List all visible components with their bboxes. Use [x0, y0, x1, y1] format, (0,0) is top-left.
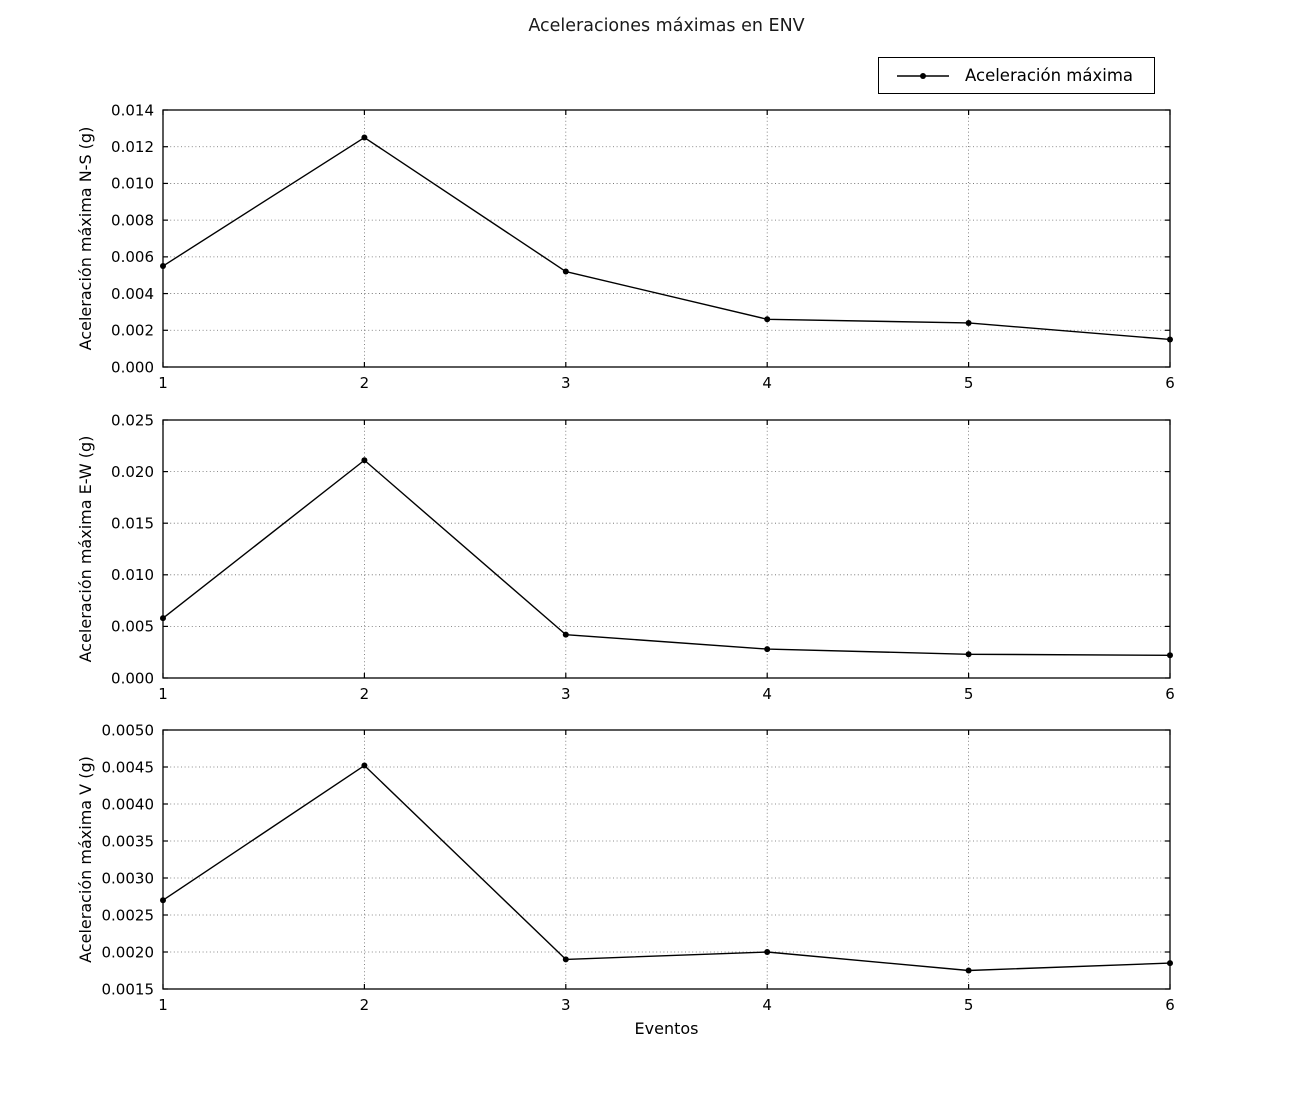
- y-tick-label: 0.0030: [102, 869, 155, 887]
- y-tick-label: 0.0020: [102, 943, 155, 961]
- axes-frame: [162, 729, 1171, 990]
- y-axis-label: Aceleración máxima E-W (g): [76, 436, 95, 663]
- y-tick-label: 0.004: [111, 285, 154, 303]
- y-tick-label: 0.0025: [102, 906, 155, 924]
- data-point-marker: [361, 134, 368, 141]
- x-tick-label: 6: [1165, 996, 1175, 1014]
- subplot-2: 0.000 0.005 0.010 0.015 0.020 0.025 1 2 3 4 5 6 Acel…: [76, 411, 1175, 703]
- y-tick-label: 0.020: [111, 463, 154, 481]
- y-tick-label: 0.006: [111, 248, 154, 266]
- data-point-marker: [965, 319, 972, 326]
- y-tick-label: 0.0045: [102, 758, 155, 776]
- y-tick-label: 0.002: [111, 322, 154, 340]
- legend-sample-marker-dot: [920, 72, 926, 79]
- x-tick-label: 2: [360, 374, 370, 392]
- subplot-3: 0.0015 0.0020 0.0025 0.0030 0.0035 0.0040 0.00…: [76, 721, 1175, 1014]
- figure-title: Aceleraciones máximas en ENV: [528, 16, 805, 36]
- y-tick-label: 0.005: [111, 618, 154, 636]
- y-tick-label: 0.0040: [102, 795, 155, 813]
- x-tick-label: 1: [158, 374, 168, 392]
- data-point-marker: [562, 956, 569, 963]
- data-point-marker: [1167, 652, 1173, 659]
- y-tick-label: 0.025: [111, 411, 154, 429]
- x-tick-label: 1: [158, 996, 168, 1014]
- y-tick-label: 0.012: [111, 138, 154, 156]
- y-tick-label: 0.0015: [102, 980, 155, 998]
- subplot-1: 0.000 0.002 0.004 0.006 0.008 0.010 0.012 0.014…: [76, 101, 1175, 392]
- data-point-marker: [361, 457, 368, 464]
- x-axis-label: Eventos: [634, 1019, 699, 1038]
- y-tick-label: 0.000: [111, 669, 154, 687]
- x-tick-label: 4: [762, 374, 772, 392]
- data-point-marker: [160, 897, 166, 904]
- data-point-marker: [764, 949, 771, 955]
- data-point-marker: [160, 615, 166, 622]
- x-tick-label: 6: [1165, 685, 1175, 703]
- series-line: [162, 764, 1171, 972]
- x-tick-label: 6: [1165, 374, 1175, 392]
- x-tick-label: 1: [158, 685, 168, 703]
- data-point-marker: [1167, 960, 1173, 967]
- y-tick-label: 0.014: [111, 101, 154, 119]
- x-tick-label: 5: [964, 374, 974, 392]
- x-tick-label: 2: [360, 685, 370, 703]
- legend: Aceleración máxima: [878, 57, 1155, 94]
- y-tick-label: 0.010: [111, 175, 154, 193]
- y-tick-label: 0.0050: [102, 721, 155, 739]
- x-tick-label: 2: [360, 996, 370, 1014]
- y-axis-label: Aceleración máxima V (g): [76, 756, 95, 963]
- data-point-marker: [965, 967, 972, 974]
- y-tick-label: 0.010: [111, 566, 154, 584]
- data-point-marker: [160, 263, 166, 270]
- data-point-marker: [764, 646, 771, 653]
- data-point-marker: [562, 268, 569, 275]
- data-point-marker: [764, 316, 771, 323]
- x-tick-label: 4: [762, 685, 772, 703]
- y-tick-label: 0.000: [111, 358, 154, 376]
- series-line: [162, 136, 1171, 341]
- data-point-marker: [965, 651, 972, 658]
- y-axis-label: Aceleración máxima N-S (g): [76, 127, 95, 351]
- legend-line-sample: [897, 72, 949, 79]
- x-tick-label: 3: [561, 374, 571, 392]
- legend-label: Aceleración máxima: [965, 66, 1134, 85]
- y-tick-label: 0.015: [111, 514, 154, 532]
- x-tick-label: 5: [964, 685, 974, 703]
- x-tick-label: 4: [762, 996, 772, 1014]
- data-point-marker: [562, 631, 569, 638]
- axes-frame: [162, 419, 1171, 679]
- y-tick-label: 0.0035: [102, 832, 155, 850]
- data-point-marker: [361, 762, 368, 769]
- x-tick-label: 3: [561, 685, 571, 703]
- axes-frame: [162, 109, 1171, 368]
- series-line: [162, 459, 1171, 656]
- x-tick-label: 3: [561, 996, 571, 1014]
- y-tick-label: 0.008: [111, 211, 154, 229]
- x-tick-label: 5: [964, 996, 974, 1014]
- data-point-marker: [1167, 336, 1173, 343]
